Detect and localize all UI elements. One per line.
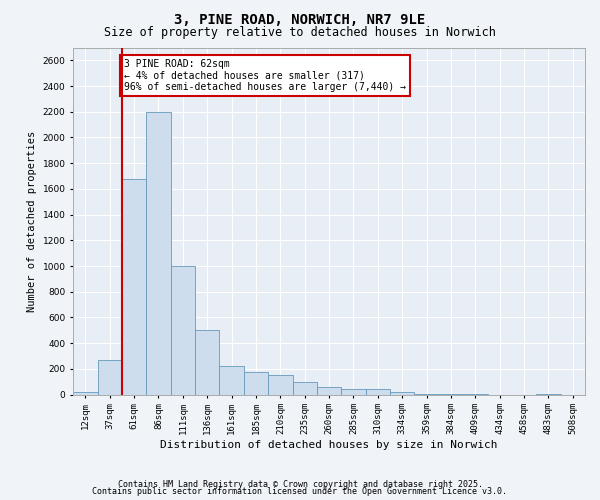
Bar xyxy=(365,389,390,394)
Y-axis label: Number of detached properties: Number of detached properties xyxy=(27,130,37,312)
Text: 3, PINE ROAD, NORWICH, NR7 9LE: 3, PINE ROAD, NORWICH, NR7 9LE xyxy=(175,12,425,26)
Bar xyxy=(390,392,415,394)
Bar xyxy=(146,112,170,395)
Text: Size of property relative to detached houses in Norwich: Size of property relative to detached ho… xyxy=(104,26,496,39)
Bar xyxy=(73,392,98,394)
Bar xyxy=(195,330,220,394)
X-axis label: Distribution of detached houses by size in Norwich: Distribution of detached houses by size … xyxy=(160,440,498,450)
Bar xyxy=(170,266,195,394)
Bar xyxy=(122,178,146,394)
Bar xyxy=(98,360,122,394)
Bar xyxy=(220,366,244,394)
Bar xyxy=(293,382,317,394)
Bar xyxy=(341,389,365,394)
Bar xyxy=(317,388,341,394)
Bar xyxy=(244,372,268,394)
Text: 3 PINE ROAD: 62sqm
← 4% of detached houses are smaller (317)
96% of semi-detache: 3 PINE ROAD: 62sqm ← 4% of detached hous… xyxy=(124,59,406,92)
Text: Contains HM Land Registry data © Crown copyright and database right 2025.: Contains HM Land Registry data © Crown c… xyxy=(118,480,482,489)
Bar xyxy=(268,376,293,394)
Text: Contains public sector information licensed under the Open Government Licence v3: Contains public sector information licen… xyxy=(92,487,508,496)
